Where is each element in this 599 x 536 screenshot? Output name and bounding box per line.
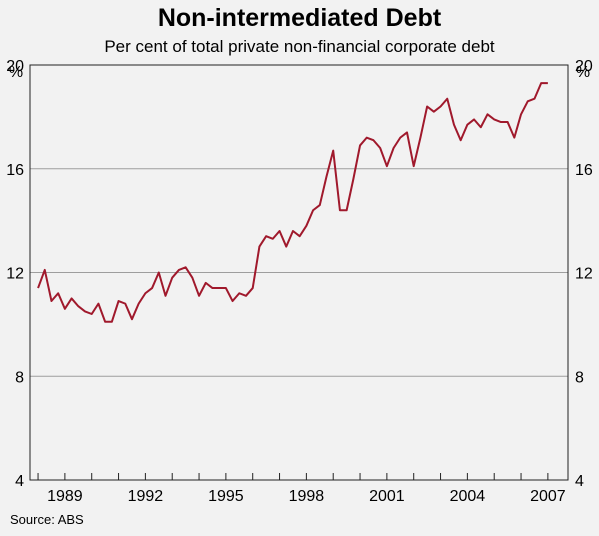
y-tick-label-right: 4: [575, 473, 584, 490]
chart-title: Non-intermediated Debt: [157, 4, 442, 32]
chart-subtitle: Per cent of total private non-financial …: [104, 37, 495, 56]
x-tick-label: 2007: [530, 488, 566, 505]
x-tick-label: 1989: [47, 488, 83, 505]
y-tick-label-right: 12: [575, 266, 593, 283]
x-tick-label: 2001: [369, 488, 405, 505]
x-tick-label: 1992: [128, 488, 164, 505]
x-tick-label: 1995: [208, 488, 244, 505]
y-tick-label-right: 8: [575, 369, 584, 386]
y-tick-label-right: 20: [575, 58, 593, 75]
y-tick-label-right: 16: [575, 162, 593, 179]
series-layer: [37, 82, 548, 323]
x-tick-label: 1998: [289, 488, 325, 505]
y-tick-label-left: 16: [6, 162, 24, 179]
gridlines: [30, 168, 568, 377]
axis-ticks: [37, 473, 549, 480]
y-unit-label-left: %: [9, 64, 23, 81]
y-tick-label-left: 12: [6, 266, 24, 283]
source-note: Source: ABS: [10, 512, 84, 527]
axis-labels: 4 4 8 8 12 12 16 16 20 20% % 1989 1992 1995 1998 2001 20…: [6, 58, 593, 505]
y-tick-label-left: 20: [6, 58, 24, 75]
y-unit-label-right: %: [576, 64, 590, 81]
series-line: [37, 82, 548, 323]
y-tick-label-left: 8: [15, 369, 24, 386]
x-tick-label: 2004: [450, 488, 486, 505]
y-tick-label-left: 4: [15, 473, 24, 490]
plot-area: [29, 64, 569, 481]
